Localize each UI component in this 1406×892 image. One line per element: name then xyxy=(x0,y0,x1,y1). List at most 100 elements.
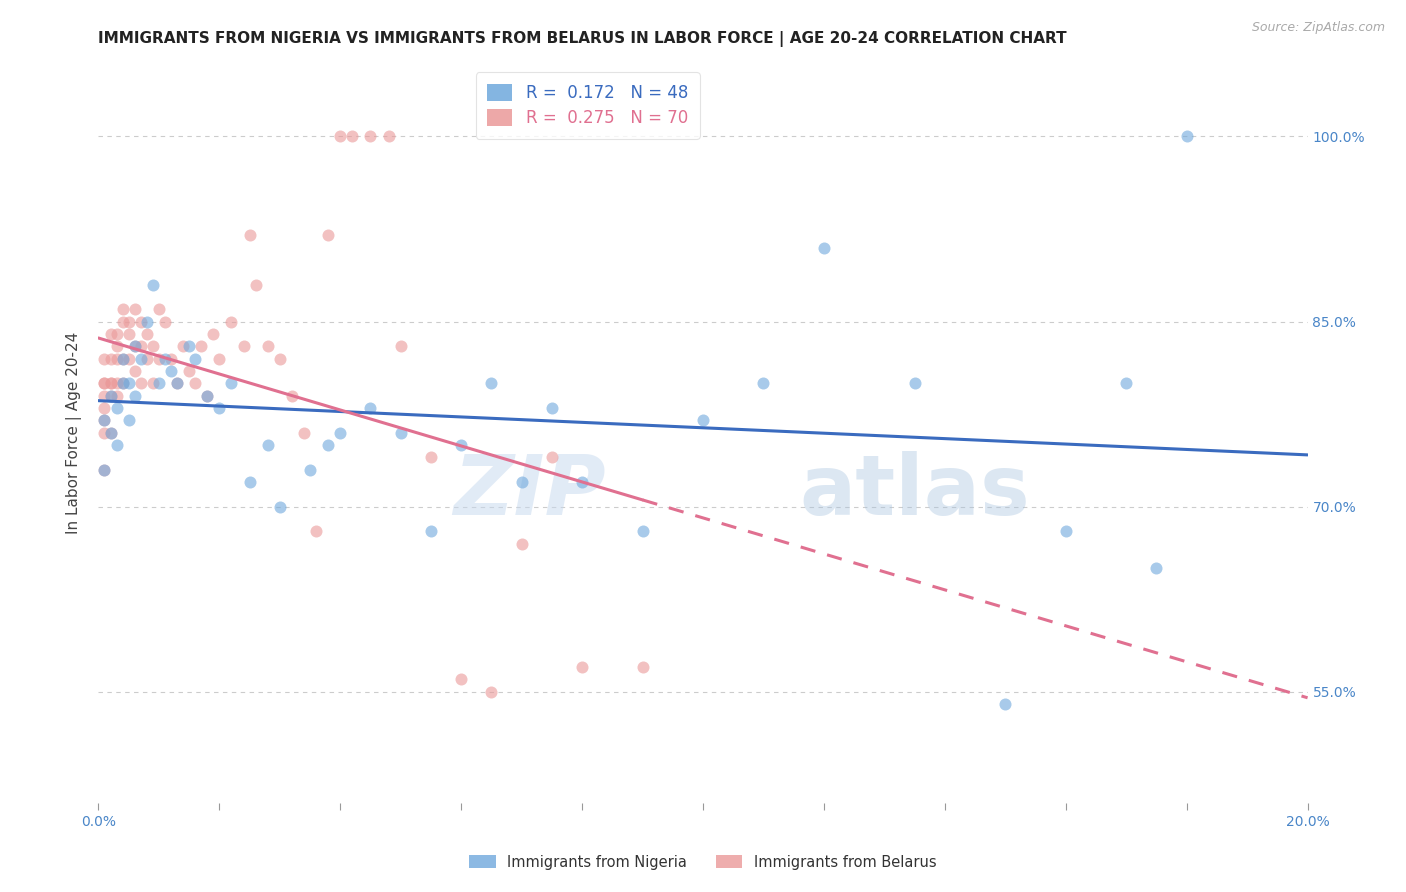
Point xyxy=(93,376,115,391)
Point xyxy=(124,364,146,378)
Legend: R =  0.172   N = 48, R =  0.275   N = 70: R = 0.172 N = 48, R = 0.275 N = 70 xyxy=(475,72,700,138)
Point xyxy=(360,401,382,415)
Point xyxy=(129,339,152,353)
Point xyxy=(129,315,152,329)
Point xyxy=(129,376,152,391)
Point xyxy=(105,339,128,353)
Point xyxy=(269,351,291,366)
Text: Source: ZipAtlas.com: Source: ZipAtlas.com xyxy=(1251,21,1385,35)
Point xyxy=(129,351,152,366)
Point xyxy=(105,401,128,415)
Point xyxy=(179,339,201,353)
Point xyxy=(160,364,183,378)
Point xyxy=(389,425,412,440)
Point xyxy=(100,389,122,403)
Point xyxy=(1115,376,1137,391)
Point xyxy=(221,376,243,391)
Point xyxy=(571,475,593,489)
Point xyxy=(142,339,165,353)
Point xyxy=(510,537,533,551)
Point xyxy=(142,277,165,292)
Point xyxy=(160,351,183,366)
Point xyxy=(813,240,835,255)
Point xyxy=(195,389,218,403)
Point xyxy=(100,326,122,341)
Point xyxy=(100,376,122,391)
Point xyxy=(329,425,352,440)
Point xyxy=(124,302,146,317)
Point xyxy=(316,438,339,452)
Point xyxy=(239,228,262,243)
Text: IMMIGRANTS FROM NIGERIA VS IMMIGRANTS FROM BELARUS IN LABOR FORCE | AGE 20-24 CO: IMMIGRANTS FROM NIGERIA VS IMMIGRANTS FR… xyxy=(98,31,1067,47)
Point xyxy=(166,376,188,391)
Text: atlas: atlas xyxy=(800,451,1031,533)
Point xyxy=(142,376,165,391)
Point xyxy=(179,364,201,378)
Point xyxy=(105,376,128,391)
Point xyxy=(135,326,157,341)
Point xyxy=(1175,129,1198,144)
Point xyxy=(481,685,503,699)
Point xyxy=(111,315,134,329)
Point xyxy=(166,376,188,391)
Point xyxy=(153,315,176,329)
Point xyxy=(904,376,927,391)
Point xyxy=(93,413,115,427)
Point xyxy=(93,401,115,415)
Point xyxy=(111,302,134,317)
Point xyxy=(111,351,134,366)
Point xyxy=(256,438,278,452)
Point xyxy=(118,315,141,329)
Point xyxy=(342,129,364,144)
Point xyxy=(208,351,231,366)
Point xyxy=(195,389,218,403)
Point xyxy=(269,500,291,514)
Point xyxy=(450,673,472,687)
Y-axis label: In Labor Force | Age 20-24: In Labor Force | Age 20-24 xyxy=(66,332,83,533)
Point xyxy=(377,129,399,144)
Point xyxy=(221,315,243,329)
Point xyxy=(692,413,714,427)
Point xyxy=(105,438,128,452)
Point xyxy=(118,326,141,341)
Legend: Immigrants from Nigeria, Immigrants from Belarus: Immigrants from Nigeria, Immigrants from… xyxy=(464,849,942,876)
Point xyxy=(184,376,207,391)
Point xyxy=(124,389,146,403)
Point xyxy=(232,339,254,353)
Point xyxy=(93,463,115,477)
Point xyxy=(135,315,157,329)
Text: ZIP: ZIP xyxy=(454,451,606,533)
Point xyxy=(118,376,141,391)
Point xyxy=(571,660,593,674)
Point xyxy=(105,351,128,366)
Point xyxy=(481,376,503,391)
Point xyxy=(118,351,141,366)
Point xyxy=(111,376,134,391)
Point xyxy=(100,351,122,366)
Point xyxy=(111,376,134,391)
Point xyxy=(299,463,322,477)
Point xyxy=(93,425,115,440)
Point xyxy=(135,351,157,366)
Point xyxy=(100,425,122,440)
Point xyxy=(994,697,1017,711)
Point xyxy=(111,351,134,366)
Point xyxy=(148,302,170,317)
Point xyxy=(540,401,562,415)
Point xyxy=(245,277,267,292)
Point xyxy=(124,339,146,353)
Point xyxy=(93,389,115,403)
Point xyxy=(239,475,262,489)
Point xyxy=(450,438,472,452)
Point xyxy=(153,351,176,366)
Point xyxy=(105,389,128,403)
Point xyxy=(172,339,194,353)
Point xyxy=(100,376,122,391)
Point xyxy=(631,660,654,674)
Point xyxy=(752,376,775,391)
Point xyxy=(93,376,115,391)
Point xyxy=(93,351,115,366)
Point xyxy=(100,425,122,440)
Point xyxy=(148,351,170,366)
Point xyxy=(118,413,141,427)
